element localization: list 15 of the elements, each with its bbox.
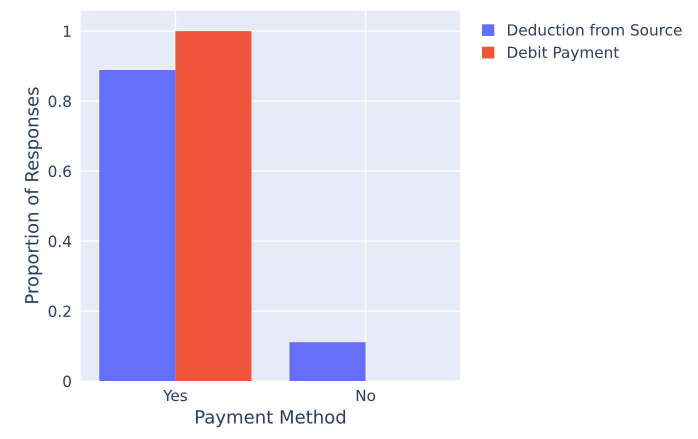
bar	[99, 70, 176, 382]
y-tick-label: 0	[63, 376, 71, 388]
y-tick-label: 0.6	[48, 166, 71, 178]
x-axis-title: Payment Method	[196, 410, 346, 428]
bar	[175, 31, 252, 382]
y-tick-label: 0.4	[48, 236, 72, 248]
y-tick-label: 0.2	[48, 306, 70, 318]
x-tick-label: No	[356, 390, 376, 402]
y-axis-title: Proportion of Responses	[24, 87, 42, 303]
x-tick-label: Yes	[163, 390, 187, 402]
legend-label: Debit Payment	[508, 46, 619, 62]
y-tick-label: 1	[64, 26, 71, 37]
y-tick-label: 0.8	[48, 96, 71, 108]
bar	[289, 342, 366, 382]
legend-label: Deduction from Source	[508, 24, 682, 36]
